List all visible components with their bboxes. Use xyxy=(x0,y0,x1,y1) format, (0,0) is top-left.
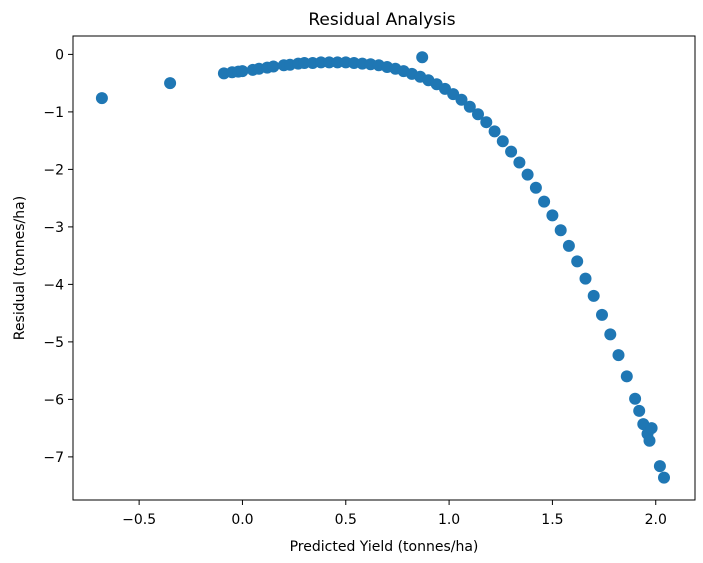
data-point xyxy=(633,404,646,417)
data-point xyxy=(546,209,559,222)
data-point xyxy=(579,272,592,285)
x-tick-label: 1.0 xyxy=(438,512,460,528)
data-point xyxy=(620,370,633,383)
data-point xyxy=(643,434,656,447)
data-point xyxy=(653,460,666,473)
data-point xyxy=(562,239,575,252)
data-point xyxy=(513,156,526,169)
x-tick-label: 2.0 xyxy=(645,512,667,528)
x-axis-label: Predicted Yield (tonnes/ha) xyxy=(290,539,479,555)
data-point xyxy=(505,145,518,158)
data-point xyxy=(488,125,501,138)
data-point xyxy=(529,181,542,194)
data-point xyxy=(315,56,327,69)
data-point xyxy=(164,77,177,90)
data-point xyxy=(571,255,584,268)
chart-title: Residual Analysis xyxy=(308,10,455,30)
y-tick-label: −1 xyxy=(43,105,64,121)
data-point xyxy=(298,57,311,69)
data-point xyxy=(629,392,642,405)
data-point xyxy=(323,56,336,69)
y-tick-label: −6 xyxy=(43,392,64,408)
data-point xyxy=(538,195,551,208)
data-point xyxy=(645,422,658,435)
data-point xyxy=(95,92,108,105)
y-tick-label: −5 xyxy=(43,335,64,351)
y-tick-label: −2 xyxy=(43,162,64,178)
plot-frame xyxy=(72,35,696,501)
data-point xyxy=(472,108,484,121)
data-point xyxy=(480,116,493,129)
y-tick-label: −3 xyxy=(43,220,64,236)
data-point xyxy=(554,224,567,237)
data-point xyxy=(496,135,509,148)
data-point xyxy=(236,65,249,78)
data-point xyxy=(463,100,476,113)
data-point xyxy=(612,349,625,362)
y-axis-label: Residual (tonnes/ha) xyxy=(12,196,28,340)
data-point xyxy=(521,168,534,181)
x-tick-label: −0.5 xyxy=(122,512,156,528)
data-point xyxy=(267,60,280,73)
data-points xyxy=(95,51,670,484)
x-tick-label: 0.5 xyxy=(335,512,357,528)
data-point xyxy=(604,328,617,341)
x-tick-label: 0.0 xyxy=(231,512,253,528)
data-point xyxy=(455,93,468,106)
data-point xyxy=(658,471,670,484)
x-axis-ticks: −0.5 0.0 0.5 1.0 1.5 2.0 xyxy=(122,500,667,528)
y-tick-label: 0 xyxy=(55,47,64,63)
x-tick-label: 1.5 xyxy=(541,512,563,528)
y-tick-label: −7 xyxy=(43,450,64,466)
data-point xyxy=(596,308,608,321)
y-tick-label: −4 xyxy=(43,277,64,293)
y-axis-ticks: 0 −1 −2 −3 −4 −5 −6 −7 xyxy=(43,47,73,466)
data-point xyxy=(587,289,600,302)
data-point xyxy=(331,56,344,69)
data-point xyxy=(416,51,429,64)
